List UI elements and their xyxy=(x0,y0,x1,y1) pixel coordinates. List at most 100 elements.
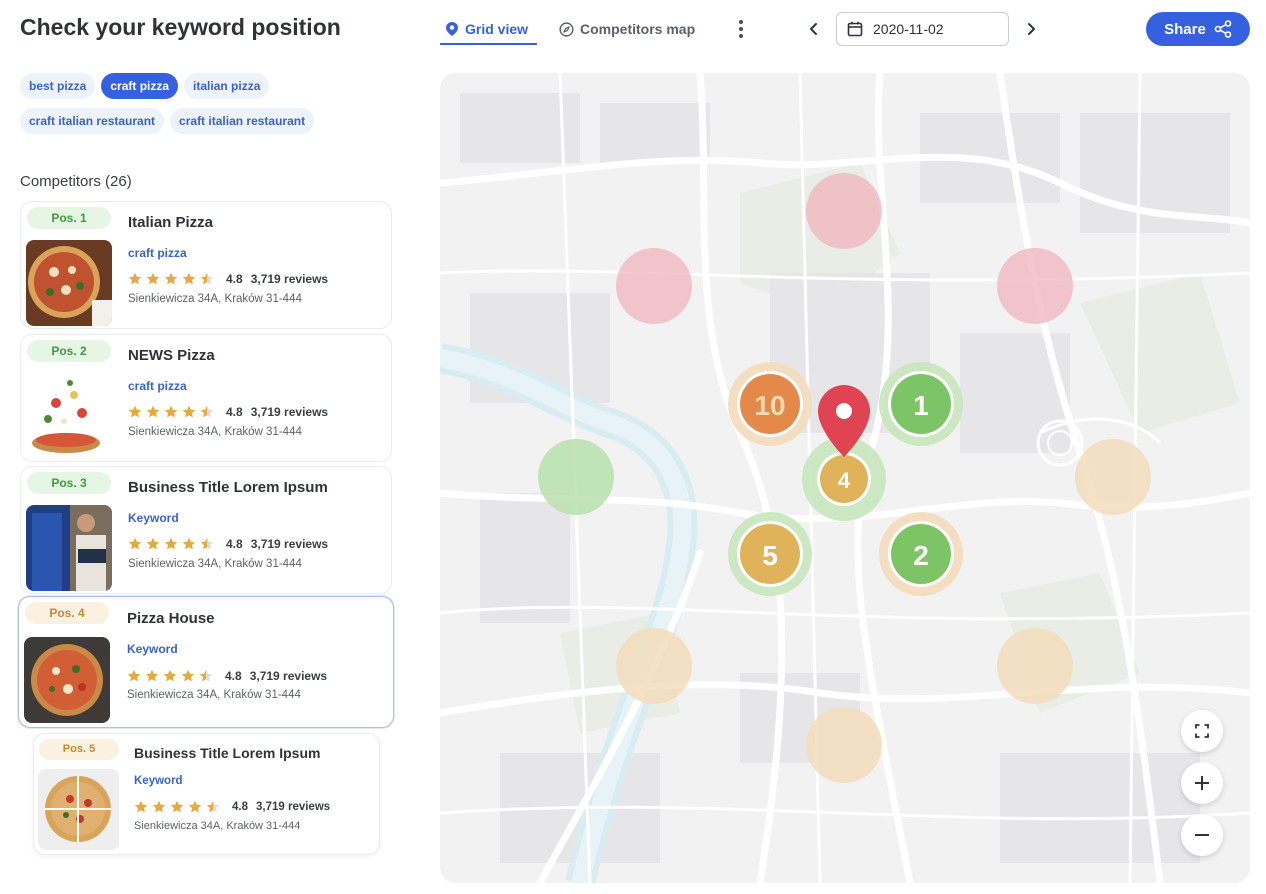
star-icon xyxy=(200,272,214,285)
more-options-icon[interactable] xyxy=(735,18,747,40)
review-count: 3,719 reviews xyxy=(256,801,331,813)
grid-point[interactable] xyxy=(616,628,692,704)
business-name: NEWS Pizza xyxy=(128,347,215,364)
star-icon xyxy=(152,800,166,813)
position-badge: Pos. 4 xyxy=(25,602,109,624)
business-keyword: Keyword xyxy=(127,642,178,656)
share-button-label: Share xyxy=(1164,20,1206,38)
grid-point[interactable] xyxy=(997,248,1073,324)
rating-value: 4.8 xyxy=(226,537,243,551)
business-location-pin-icon[interactable] xyxy=(818,385,870,457)
keyword-tags: best pizza craft pizza italian pizza craft… xyxy=(20,73,380,143)
map-view[interactable]: 10 1 4 5 2 xyxy=(440,73,1250,883)
active-tab-indicator xyxy=(440,43,537,45)
competitor-card-5[interactable]: Pos. 5 Business Title Lorem Ipsum Keywor… xyxy=(33,733,380,855)
share-icon xyxy=(1214,20,1232,38)
compass-icon xyxy=(559,21,574,37)
star-icon xyxy=(188,800,202,813)
position-badge: Pos. 1 xyxy=(27,207,111,229)
competitor-card-2[interactable]: Pos. 2 NEWS Pizza craft pizza 4.8 3,719 … xyxy=(20,334,392,462)
business-address: Sienkiewicza 34A, Kraków 31-444 xyxy=(128,293,302,305)
rank-marker-10[interactable]: 10 xyxy=(728,362,812,446)
keyword-tag-craft-italian-restaurant-2[interactable]: craft italian restaurant xyxy=(170,108,315,134)
next-date-button[interactable] xyxy=(1023,18,1039,40)
position-badge: Pos. 3 xyxy=(27,472,111,494)
business-keyword: Keyword xyxy=(134,775,183,787)
star-icon xyxy=(128,537,142,550)
star-icon xyxy=(199,669,213,682)
rank-marker-2[interactable]: 2 xyxy=(879,512,963,596)
business-keyword: Keyword xyxy=(128,511,179,525)
business-photo xyxy=(24,637,110,723)
keyword-tag-best-pizza[interactable]: best pizza xyxy=(20,73,96,99)
business-keyword: craft pizza xyxy=(128,246,187,260)
review-count: 3,719 reviews xyxy=(250,405,329,419)
rank-marker-1[interactable]: 1 xyxy=(879,362,963,446)
fullscreen-button[interactable] xyxy=(1181,710,1223,752)
star-icon xyxy=(164,537,178,550)
grid-point[interactable] xyxy=(616,248,692,324)
zoom-out-button[interactable] xyxy=(1181,814,1223,856)
chevron-right-icon xyxy=(1028,23,1035,35)
grid-point[interactable] xyxy=(806,707,882,783)
star-icon xyxy=(164,405,178,418)
star-icon xyxy=(128,405,142,418)
star-icon xyxy=(170,800,184,813)
tab-grid-view[interactable]: Grid view xyxy=(446,18,528,40)
business-name: Business Title Lorem Ipsum xyxy=(128,479,328,496)
rank-marker-label: 2 xyxy=(913,540,929,571)
business-address: Sienkiewicza 34A, Kraków 31-444 xyxy=(128,558,302,570)
star-icon xyxy=(145,669,159,682)
keyword-tag-craft-pizza[interactable]: craft pizza xyxy=(101,73,179,99)
position-badge: Pos. 2 xyxy=(27,340,111,362)
rating-row: 4.8 3,719 reviews xyxy=(127,669,327,683)
map-canvas[interactable]: 10 1 4 5 2 xyxy=(440,73,1250,883)
rank-marker-4[interactable]: 4 xyxy=(802,437,886,521)
star-icon xyxy=(134,800,148,813)
date-picker[interactable]: 2020-11-02 xyxy=(836,12,1009,46)
chevron-left-icon xyxy=(810,23,817,35)
share-button[interactable]: Share xyxy=(1146,12,1250,46)
star-icon xyxy=(146,272,160,285)
tab-grid-view-label: Grid view xyxy=(465,21,529,37)
business-address: Sienkiewicza 34A, Kraków 31-444 xyxy=(127,689,301,701)
star-icon xyxy=(128,272,142,285)
competitor-card-1[interactable]: Pos. 1 Italian Pizza craft pizza 4.8 3,7… xyxy=(20,201,392,329)
star-icon xyxy=(182,537,196,550)
business-address: Sienkiewicza 34A, Kraków 31-444 xyxy=(128,426,302,438)
star-rating xyxy=(128,272,218,286)
rating-value: 4.8 xyxy=(226,272,243,286)
fullscreen-icon xyxy=(1195,724,1209,738)
location-pin-icon xyxy=(446,22,458,36)
keyword-tag-craft-italian-restaurant[interactable]: craft italian restaurant xyxy=(20,108,165,134)
star-rating xyxy=(127,669,217,683)
minus-icon xyxy=(1195,834,1209,836)
rank-marker-label: 10 xyxy=(754,390,785,421)
business-photo xyxy=(26,373,112,459)
tab-competitors-map[interactable]: Competitors map xyxy=(559,18,695,40)
star-icon xyxy=(181,669,195,682)
rank-marker-5[interactable]: 5 xyxy=(728,512,812,596)
grid-point[interactable] xyxy=(1075,439,1151,515)
grid-point[interactable] xyxy=(538,439,614,515)
review-count: 3,719 reviews xyxy=(249,669,328,683)
previous-date-button[interactable] xyxy=(806,18,822,40)
plus-icon xyxy=(1195,776,1209,790)
zoom-in-button[interactable] xyxy=(1181,762,1223,804)
grid-point[interactable] xyxy=(806,173,882,249)
keyword-tag-italian-pizza[interactable]: italian pizza xyxy=(184,73,270,99)
rank-marker-label: 4 xyxy=(838,468,851,493)
calendar-icon xyxy=(847,21,863,37)
competitors-heading: Competitors (26) xyxy=(20,173,132,190)
competitor-card-4[interactable]: Pos. 4 Pizza House Keyword 4.8 3,719 rev… xyxy=(18,596,394,728)
grid-point[interactable] xyxy=(997,628,1073,704)
star-icon xyxy=(146,537,160,550)
business-photo xyxy=(38,769,119,850)
business-photo xyxy=(26,240,112,326)
business-name: Business Title Lorem Ipsum xyxy=(134,745,321,761)
rank-marker-label: 1 xyxy=(913,390,929,421)
star-icon xyxy=(206,800,220,813)
star-rating xyxy=(134,800,224,814)
review-count: 3,719 reviews xyxy=(250,537,329,551)
competitor-card-3[interactable]: Pos. 3 Business Title Lorem Ipsum Keywor… xyxy=(20,466,392,594)
